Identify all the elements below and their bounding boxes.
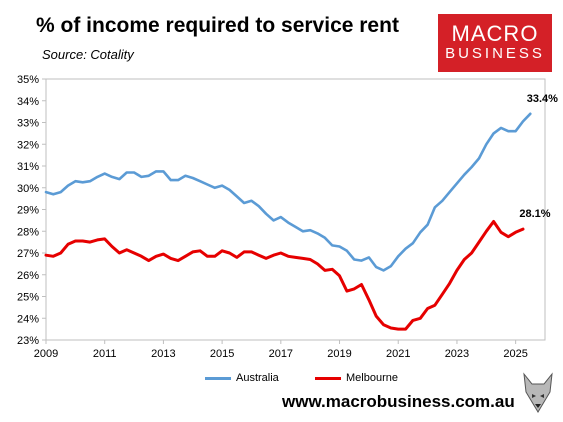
y-tick-label: 35% bbox=[17, 74, 39, 86]
logo-line-1: MACRO bbox=[451, 21, 539, 46]
legend-item-melbourne: Melbourne bbox=[315, 372, 398, 384]
macro-business-logo: MACRO BUSINESS bbox=[438, 14, 552, 72]
y-tick-label: 24% bbox=[17, 313, 39, 325]
x-tick-label: 2009 bbox=[34, 348, 58, 360]
y-tick-label: 29% bbox=[17, 205, 39, 217]
y-tick-label: 27% bbox=[17, 248, 39, 260]
y-tick-label: 32% bbox=[17, 139, 39, 151]
y-tick-label: 33% bbox=[17, 118, 39, 130]
fox-mascot-icon bbox=[523, 372, 553, 413]
australia-end-label: 33.4% bbox=[527, 93, 558, 105]
plot-area-border bbox=[45, 78, 546, 341]
y-tick-label: 23% bbox=[17, 335, 39, 347]
x-tick-label: 2021 bbox=[386, 348, 410, 360]
chart-title: % of income required to service rent bbox=[36, 14, 399, 37]
x-tick-label: 2023 bbox=[445, 348, 469, 360]
y-tick-label: 25% bbox=[17, 292, 39, 304]
legend-swatch-melbourne bbox=[315, 376, 341, 380]
australia-series-line bbox=[44, 112, 532, 272]
melbourne-series-line bbox=[44, 220, 525, 331]
logo-line-2: BUSINESS bbox=[445, 45, 545, 62]
legend-label-melbourne: Melbourne bbox=[346, 372, 398, 384]
melbourne-end-label: 28.1% bbox=[519, 208, 550, 220]
x-tick-label: 2025 bbox=[503, 348, 527, 360]
legend-item-australia: Australia bbox=[205, 372, 279, 384]
website-url: www.macrobusiness.com.au bbox=[282, 392, 515, 411]
x-tick-label: 2019 bbox=[327, 348, 351, 360]
y-tick-label: 30% bbox=[17, 183, 39, 195]
x-tick-label: 2011 bbox=[93, 348, 117, 360]
y-tick-label: 31% bbox=[17, 161, 39, 173]
y-tick-label: 26% bbox=[17, 270, 39, 282]
legend-label-australia: Australia bbox=[236, 372, 279, 384]
chart-legend: Australia Melbourne bbox=[0, 372, 563, 388]
x-tick-label: 2015 bbox=[210, 348, 234, 360]
x-tick-label: 2017 bbox=[269, 348, 293, 360]
x-tick-label: 2013 bbox=[151, 348, 175, 360]
chart-source: Source: Cotality bbox=[42, 47, 134, 62]
y-tick-label: 28% bbox=[17, 226, 39, 238]
legend-swatch-australia bbox=[205, 376, 231, 380]
y-tick-label: 34% bbox=[17, 96, 39, 108]
